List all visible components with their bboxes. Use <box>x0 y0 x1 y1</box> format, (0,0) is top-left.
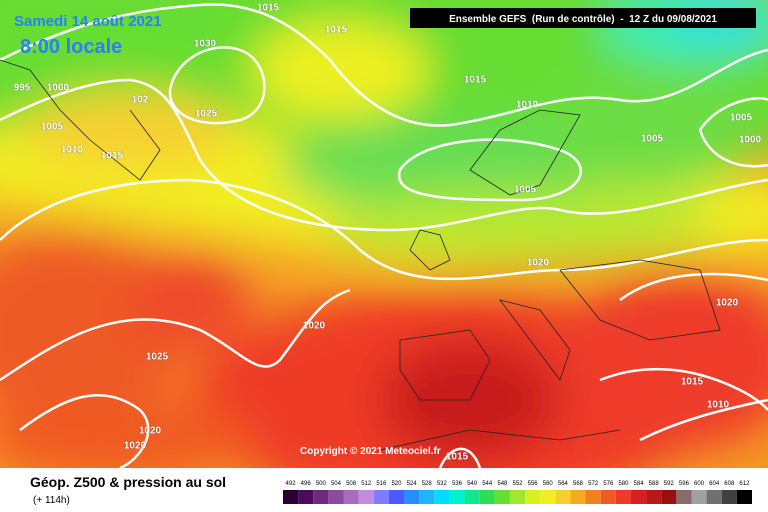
scale-swatch <box>691 490 707 504</box>
scale-label: 504 <box>331 481 342 487</box>
scale-swatch <box>434 490 450 504</box>
scale-swatch <box>328 490 344 504</box>
scale-label: 564 <box>558 481 569 487</box>
scale-swatch <box>706 490 722 504</box>
model-label: Ensemble GEFS (Run de contrôle) - 12 Z d… <box>449 14 717 25</box>
isobar-label: 995 <box>14 83 31 94</box>
scale-label: 496 <box>301 481 312 487</box>
scale-label: 548 <box>497 481 508 487</box>
isobar-label: 1005 <box>730 113 753 124</box>
scale-swatch <box>585 490 601 504</box>
date-label: Samedi 14 août 2021 <box>14 13 162 30</box>
scale-label: 584 <box>634 481 645 487</box>
scale-label: 520 <box>391 481 402 487</box>
isobars <box>0 3 768 468</box>
scale-swatch <box>419 490 435 504</box>
scale-label: 508 <box>346 481 357 487</box>
scale-swatch <box>343 490 359 504</box>
scale-label: 532 <box>437 481 448 487</box>
isobar-label: 1010 <box>707 400 730 411</box>
scale-label: 600 <box>694 481 705 487</box>
isobar-label: 102 <box>132 95 149 106</box>
scale-swatch <box>388 490 405 504</box>
scale-label: 568 <box>573 481 584 487</box>
scale-swatch <box>509 490 526 504</box>
scale-label: 524 <box>407 481 418 487</box>
scale-swatch <box>540 490 556 504</box>
isobar-label: 1000 <box>47 83 70 94</box>
isobar-label: 1005 <box>514 185 537 196</box>
model-banner <box>410 8 756 28</box>
scale-swatch <box>555 490 571 504</box>
isobar-label: 1015 <box>681 377 704 388</box>
scale-label: 556 <box>528 481 539 487</box>
scale-label: 544 <box>482 481 493 487</box>
copyright: Copyright © 2021 Meteociel.fr <box>300 446 441 457</box>
scale-label: 516 <box>376 481 387 487</box>
scale-label: 604 <box>709 481 720 487</box>
scale-swatch <box>676 490 692 504</box>
isobar-label: 1015 <box>464 75 487 86</box>
scale-label: 492 <box>286 481 297 487</box>
isobar-label: 1005 <box>641 134 664 145</box>
footer-subtitle: (+ 114h) <box>33 495 70 506</box>
isobar-label: 1030 <box>194 39 217 50</box>
time-label: 8:00 locale <box>20 36 122 58</box>
scale-swatch <box>646 490 662 504</box>
isobar-label: 1025 <box>146 352 169 363</box>
isobar-label: 1015 <box>257 3 280 14</box>
scale-label: 512 <box>361 481 372 487</box>
isobar-label: 1020 <box>139 426 162 437</box>
scale-label: 540 <box>467 481 478 487</box>
scale-swatch <box>570 490 586 504</box>
isobar-label: 1010 <box>61 145 84 156</box>
scale-label: 528 <box>422 481 433 487</box>
scale-swatch <box>479 490 495 504</box>
scale-swatch <box>494 490 510 504</box>
scale-swatch <box>736 490 752 504</box>
scale-swatch <box>661 490 677 504</box>
scale-swatch <box>313 490 329 504</box>
isobar-label: 1010 <box>516 100 539 111</box>
scale-label: 536 <box>452 481 463 487</box>
isobar-label: 1015 <box>101 151 124 162</box>
isobar-label: 1015 <box>325 25 348 36</box>
scale-swatch <box>298 490 314 504</box>
scale-swatch <box>464 490 480 504</box>
scale-swatch <box>358 490 374 504</box>
isobar-label: 1020 <box>303 321 326 332</box>
footer-title: Géop. Z500 & pression au sol <box>30 474 226 490</box>
scale-swatch <box>630 490 647 504</box>
scale-swatch <box>525 490 541 504</box>
scale-label: 596 <box>679 481 690 487</box>
isobar-label: 1005 <box>41 122 64 133</box>
isobar-label: 1025 <box>195 109 218 120</box>
scale-swatch <box>373 490 389 504</box>
scale-label: 560 <box>543 481 554 487</box>
isobar-label: 1020 <box>527 258 550 269</box>
scale-swatch <box>721 490 737 504</box>
scale-swatch <box>283 490 299 504</box>
scale-label: 580 <box>618 481 629 487</box>
scale-label: 552 <box>512 481 523 487</box>
coastlines <box>0 59 721 451</box>
scale-label: 608 <box>724 481 735 487</box>
isobar-label: 1020 <box>716 298 739 309</box>
isobar-label: 1015 <box>446 452 469 463</box>
isobar-label: 1000 <box>739 135 762 146</box>
scale-label: 588 <box>649 481 660 487</box>
scale-swatch <box>404 490 420 504</box>
isobar-label: 1020 <box>124 441 147 452</box>
scale-swatch <box>449 490 465 504</box>
scale-swatch <box>600 490 616 504</box>
scale-swatch <box>615 490 631 504</box>
scale-label: 572 <box>588 481 599 487</box>
scale-label: 576 <box>603 481 614 487</box>
scale-label: 500 <box>316 481 327 487</box>
scale-label: 612 <box>739 481 750 487</box>
scale-label: 592 <box>664 481 675 487</box>
